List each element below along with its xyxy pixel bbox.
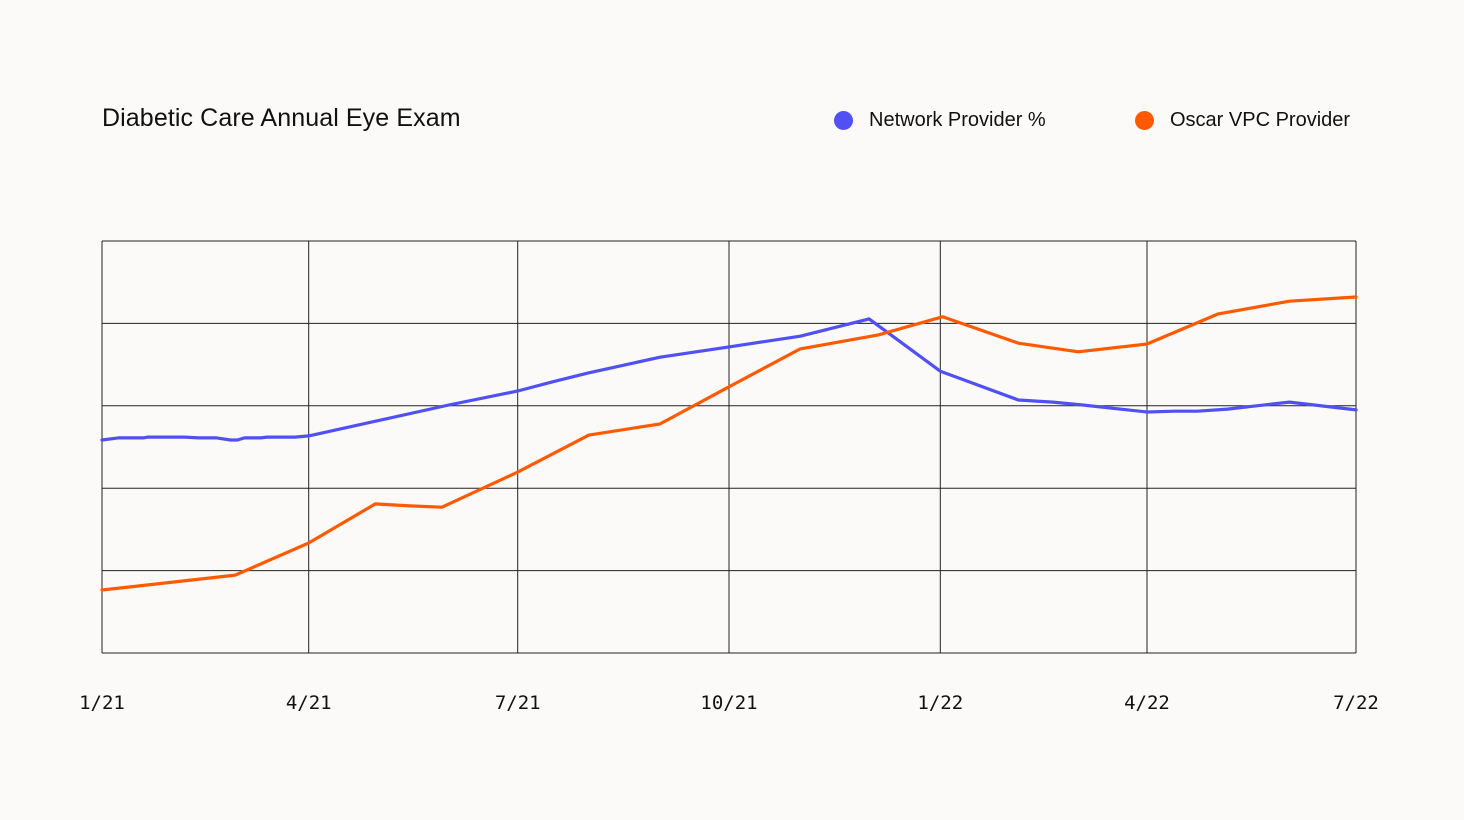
legend-swatch-network-provider (834, 111, 853, 130)
series-line-network-provider (100, 317, 1358, 442)
x-tick-label: 10/21 (700, 692, 757, 714)
series-line-oscar-vpc (100, 295, 1358, 592)
legend-label-network-provider: Network Provider % (869, 109, 1046, 131)
legend-item-oscar-vpc: Oscar VPC Provider (1135, 109, 1350, 132)
legend-item-network-provider: Network Provider % (834, 109, 1046, 132)
x-tick-label: 7/22 (1333, 692, 1379, 714)
x-tick-label: 1/21 (79, 692, 125, 714)
chart-title: Diabetic Care Annual Eye Exam (102, 104, 461, 132)
legend-label-oscar-vpc: Oscar VPC Provider (1170, 109, 1351, 131)
legend-swatch-oscar-vpc (1135, 111, 1154, 130)
x-tick-label: 1/22 (917, 692, 963, 714)
x-tick-label: 4/21 (286, 692, 332, 714)
x-tick-label: 4/22 (1124, 692, 1170, 714)
x-tick-label: 7/21 (495, 692, 541, 714)
